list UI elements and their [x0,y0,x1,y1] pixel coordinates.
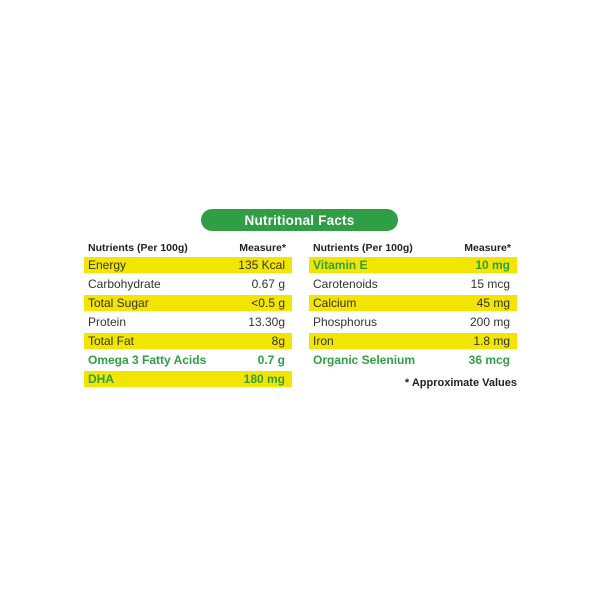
table-row-carbohydrate: Carbohydrate 0.67 g [84,276,292,292]
table-row-carotenoids: Carotenoids 15 mcg [309,276,517,292]
table-row-phosphorus: Phosphorus 200 mg [309,314,517,330]
nutrient-label: Protein [88,315,127,329]
nutrient-value: 180 mg [243,372,285,386]
table-row-total-sugar: Total Sugar <0.5 g [84,295,292,311]
nutrient-label: DHA [88,372,114,386]
left-nutrients-table: Nutrients (Per 100g) Measure* Energy 135… [84,240,292,390]
nutrient-label: Omega 3 Fatty Acids [88,353,207,367]
nutrient-value: 13.30g [248,315,285,329]
table-row-dha: DHA 180 mg [84,371,292,387]
table-row-protein: Protein 13.30g [84,314,292,330]
nutrient-value: 200 mg [469,315,510,329]
right-nutrients-table: Nutrients (Per 100g) Measure* Vitamin E … [309,240,517,389]
nutrient-value: 10 mg [475,258,510,272]
nutrient-value: 8g [271,334,285,348]
table-row-energy: Energy 135 Kcal [84,257,292,273]
nutrient-value: 0.7 g [257,353,285,367]
nutrient-value: 15 mcg [470,277,510,291]
left-table-header: Nutrients (Per 100g) Measure* [84,240,292,255]
table-row-calcium: Calcium 45 mg [309,295,517,311]
banner-title: Nutritional Facts [244,212,355,228]
measure-header-label: Measure* [239,241,286,254]
nutrient-value: 45 mg [476,296,510,310]
table-row-total-fat: Total Fat 8g [84,333,292,349]
nutrient-label: Phosphorus [313,315,378,329]
nutrients-header-label: Nutrients (Per 100g) [313,241,413,254]
nutrient-value: 135 Kcal [238,258,285,272]
nutrient-label: Total Fat [88,334,135,348]
approximate-values-footnote: * Approximate Values [404,377,517,389]
nutrient-label: Carotenoids [313,277,378,291]
nutrient-label: Carbohydrate [88,277,161,291]
nutrients-header-label: Nutrients (Per 100g) [88,241,188,254]
nutrient-label: Calcium [313,296,357,310]
nutritional-facts-banner: Nutritional Facts [201,209,398,231]
table-row-iron: Iron 1.8 mg [309,333,517,349]
nutrient-label: Energy [88,258,127,272]
nutrient-label: Organic Selenium [313,353,416,367]
measure-header-label: Measure* [464,241,511,254]
nutrient-label: Total Sugar [88,296,149,310]
nutrient-value: 0.67 g [251,277,285,291]
nutrient-value: <0.5 g [251,296,285,310]
nutrient-value: 1.8 mg [473,334,510,348]
table-row-organic-selenium: Organic Selenium 36 mcg [309,352,517,368]
nutrient-value: 36 mcg [468,353,510,367]
right-table-header: Nutrients (Per 100g) Measure* [309,240,517,255]
table-row-omega3: Omega 3 Fatty Acids 0.7 g [84,352,292,368]
table-row-vitamin-e: Vitamin E 10 mg [309,257,517,273]
nutrient-label: Vitamin E [313,258,368,272]
nutrient-label: Iron [313,334,334,348]
